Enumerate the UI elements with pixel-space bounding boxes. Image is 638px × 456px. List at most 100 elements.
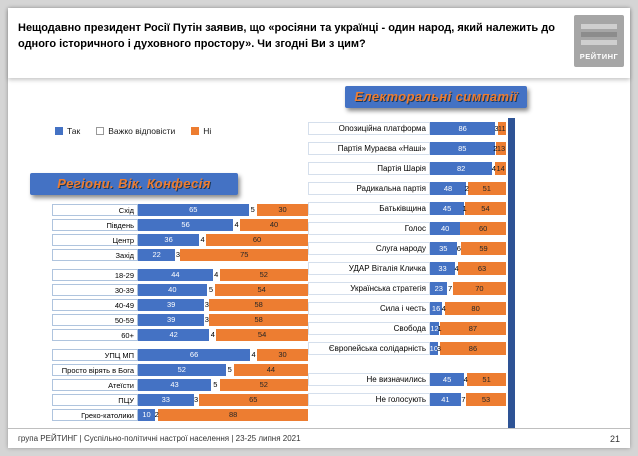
bar-value: 3 bbox=[193, 395, 199, 405]
bar-value: 1 bbox=[437, 323, 442, 333]
bar-value: 10 bbox=[429, 343, 439, 353]
stacked-bar: 10 3 86 bbox=[430, 342, 506, 355]
chart-row: Захід 22 3 75 bbox=[52, 249, 308, 261]
bar-segment-no: 54 bbox=[215, 284, 308, 296]
stacked-bar: 44 4 52 bbox=[138, 269, 308, 281]
bar-segment-dk: 4 bbox=[199, 234, 206, 246]
stacked-bar: 43 5 52 bbox=[138, 379, 308, 391]
row-label: 40-49 bbox=[52, 299, 138, 311]
row-label: 60+ bbox=[52, 329, 138, 341]
logo-flag-stripe bbox=[581, 24, 617, 29]
row-label: 30-39 bbox=[52, 284, 138, 296]
logo-flag-stripe bbox=[581, 32, 617, 37]
bar-segment-no: 14 bbox=[495, 162, 506, 175]
bar-segment-yes: 39 bbox=[138, 299, 205, 311]
bar-value: 40 bbox=[441, 223, 450, 233]
bar-value: 65 bbox=[189, 205, 198, 215]
chart-row: Атеїсти 43 5 52 bbox=[52, 379, 308, 391]
regions-age-confession-chart: Схід 65 5 30 Південь 56 4 40 Центр 36 4 60 Захід 22 3 7… bbox=[52, 204, 308, 429]
row-label: Опозиційна платформа bbox=[308, 122, 430, 135]
stacked-bar: 86 3 11 bbox=[430, 122, 506, 135]
bar-value: 4 bbox=[210, 330, 215, 340]
bar-value: 41 bbox=[441, 394, 450, 404]
bar-segment-dk: 3 bbox=[193, 394, 199, 406]
bar-segment-no: 65 bbox=[198, 394, 308, 406]
legend-label-yes: Так bbox=[67, 126, 81, 136]
bar-value: 4 bbox=[441, 303, 446, 313]
bar-segment-no: 51 bbox=[467, 373, 506, 386]
chart-row: 30-39 40 5 54 bbox=[52, 284, 308, 296]
bar-segment-dk: 2 bbox=[493, 142, 498, 155]
bar-value: 44 bbox=[266, 365, 276, 375]
stacked-bar: 40 5 54 bbox=[138, 284, 308, 296]
bar-value: 56 bbox=[181, 220, 190, 230]
chart-row: 60+ 42 4 54 bbox=[52, 329, 308, 341]
stacked-bar: 16 4 80 bbox=[430, 302, 506, 315]
bar-segment-no: 52 bbox=[219, 269, 308, 281]
legend: Так Важко відповісти Ні bbox=[55, 126, 211, 136]
legend-label-no: Ні bbox=[203, 126, 212, 136]
chart-row: Опозиційна платформа 86 3 11 bbox=[308, 122, 506, 135]
bar-value: 52 bbox=[259, 270, 268, 280]
row-label: 50-59 bbox=[52, 314, 138, 326]
chart-row: Радикальна партія 48 2 51 bbox=[308, 182, 506, 195]
chart-row: Греко-католики 10 2 88 bbox=[52, 409, 308, 421]
stacked-bar: 65 5 30 bbox=[138, 204, 308, 216]
bar-segment-yes: 82 bbox=[430, 162, 493, 175]
bar-segment-no: 70 bbox=[452, 282, 506, 295]
row-label: Просто вірять в Бога bbox=[52, 364, 138, 376]
bar-segment-no: 75 bbox=[180, 249, 308, 261]
bar-segment-no: 58 bbox=[209, 299, 308, 311]
bar-value: 4 bbox=[463, 374, 468, 384]
electoral-sympathies-title-banner: Електоральні симпатії bbox=[345, 86, 527, 108]
bar-value: 35 bbox=[439, 243, 448, 253]
bar-value: 59 bbox=[479, 243, 488, 253]
row-label: Голос bbox=[308, 222, 430, 235]
bar-segment-dk: 3 bbox=[175, 249, 181, 261]
chart-row: Центр 36 4 60 bbox=[52, 234, 308, 246]
bar-value: 2 bbox=[493, 143, 498, 153]
stacked-bar: 33 4 63 bbox=[430, 262, 506, 275]
bar-value: 39 bbox=[166, 300, 176, 310]
stacked-bar: 45 1 54 bbox=[430, 202, 506, 215]
header: Нещодавно президент Росії Путін заявив, … bbox=[8, 8, 630, 78]
chart-row: Схід 65 5 30 bbox=[52, 204, 308, 216]
row-label: Батьківщина bbox=[308, 202, 430, 215]
chart-row: ПЦУ 33 3 65 bbox=[52, 394, 308, 406]
bar-value: 65 bbox=[249, 395, 258, 405]
row-label: Атеїсти bbox=[52, 379, 138, 391]
bar-segment-yes: 65 bbox=[138, 204, 249, 216]
bar-segment-no: 44 bbox=[233, 364, 308, 376]
legend-swatch-no bbox=[191, 127, 200, 135]
row-label: Свобода bbox=[308, 322, 430, 335]
bar-value: 1 bbox=[462, 203, 467, 213]
row-label: Слуга народу bbox=[308, 242, 430, 255]
stacked-bar: 85 2 13 bbox=[430, 142, 506, 155]
footer: група РЕЙТИНГ | Суспільно-політичні наст… bbox=[8, 428, 630, 448]
chart-row: Просто вірять в Бога 52 5 44 bbox=[52, 364, 308, 376]
bar-value: 3 bbox=[494, 123, 499, 133]
bar-segment-yes: 12 bbox=[430, 322, 440, 335]
bar-segment-yes: 23 bbox=[430, 282, 448, 295]
bar-value: 11 bbox=[497, 123, 506, 133]
bar-segment-no: 54 bbox=[216, 329, 308, 341]
bar-value: 13 bbox=[496, 143, 506, 153]
bar-segment-no: 40 bbox=[239, 219, 308, 231]
stacked-bar: 33 3 65 bbox=[138, 394, 308, 406]
slide: Нещодавно президент Росії Путін заявив, … bbox=[8, 8, 630, 448]
chart-row: Європейська солідарність 10 3 86 bbox=[308, 342, 506, 355]
stacked-bar: 40 60 bbox=[430, 222, 506, 235]
bar-segment-no: 88 bbox=[158, 409, 308, 421]
legend-swatch-hard-to-answer bbox=[96, 127, 105, 135]
bar-value: 6 bbox=[456, 243, 461, 253]
bar-value: 5 bbox=[250, 205, 255, 215]
bar-value: 7 bbox=[448, 283, 453, 293]
bar-value: 45 bbox=[442, 203, 452, 213]
bar-segment-dk: 4 bbox=[455, 262, 459, 275]
bar-segment-dk: 3 bbox=[204, 299, 210, 311]
row-label: Радикальна партія bbox=[308, 182, 430, 195]
bar-segment-yes: 45 bbox=[430, 202, 465, 215]
chart-row: 40-49 39 3 58 bbox=[52, 299, 308, 311]
bar-value: 4 bbox=[234, 220, 239, 230]
row-label: Сила і честь bbox=[308, 302, 430, 315]
